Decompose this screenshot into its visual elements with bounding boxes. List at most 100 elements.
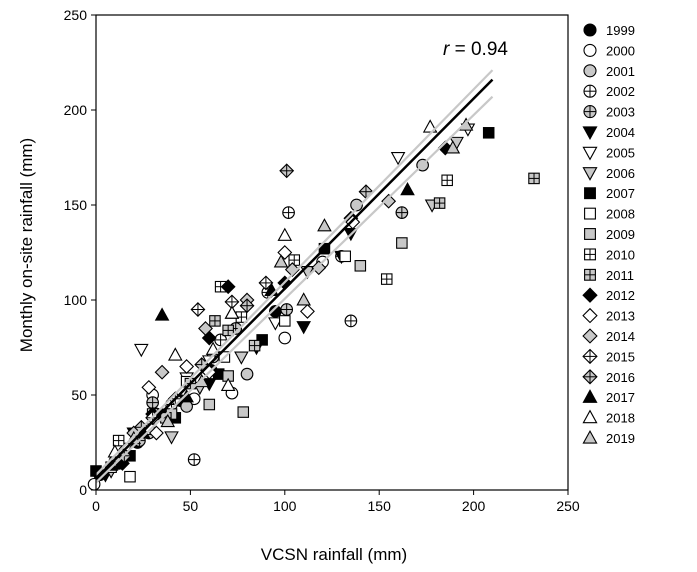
correlation-value: = 0.94	[449, 39, 508, 60]
data-point	[134, 343, 149, 358]
marker-shape	[240, 367, 254, 381]
marker-shape	[311, 260, 327, 276]
legend-marker	[582, 287, 598, 303]
legend-item-2014: 2014	[582, 328, 635, 344]
data-point	[311, 260, 327, 276]
data-point	[344, 314, 358, 328]
marker-shape	[582, 409, 598, 424]
marker-shape	[268, 317, 283, 331]
data-point	[237, 406, 250, 418]
data-point	[239, 298, 255, 314]
data-point	[279, 315, 291, 327]
data-point	[141, 379, 157, 395]
marker-shape	[220, 279, 236, 295]
x-tick-label: 0	[92, 498, 100, 514]
legend-marker	[582, 429, 598, 444]
legend-item-2010: 2010	[584, 247, 635, 262]
legend-marker	[583, 105, 597, 119]
data-point	[278, 331, 292, 345]
legend-marker	[583, 43, 597, 57]
data-point	[300, 303, 315, 319]
legend-label: 2000	[606, 43, 635, 58]
data-point	[345, 214, 361, 230]
legend-label: 2005	[606, 145, 635, 160]
data-point	[380, 273, 393, 285]
legend-label: 1999	[606, 23, 635, 38]
data-point	[224, 305, 240, 319]
marker-shape	[345, 214, 361, 230]
legend-item-2007: 2007	[584, 186, 635, 201]
data-point	[339, 250, 351, 263]
data-point	[381, 193, 397, 209]
marker-shape	[278, 331, 292, 345]
data-point	[277, 227, 293, 241]
legend-label: 2003	[606, 105, 635, 120]
legend-marker	[584, 228, 596, 240]
marker-shape	[584, 228, 596, 240]
legend-label: 2015	[606, 349, 635, 364]
data-point	[258, 275, 274, 291]
legend-label: 2008	[606, 207, 635, 222]
x-tick-label: 50	[183, 498, 199, 514]
data-point	[445, 140, 461, 154]
marker-shape	[134, 343, 149, 358]
legend-item-1999: 1999	[583, 23, 635, 38]
legend-marker	[582, 328, 598, 344]
confidence-band-lower	[95, 95, 494, 484]
legend-item-2018: 2018	[582, 409, 635, 426]
marker-shape	[198, 321, 213, 336]
y-axis-title: Monthly on-site rainfall (mm)	[17, 138, 36, 352]
y-tick-label: 50	[71, 387, 87, 403]
legend-item-2006: 2006	[582, 166, 635, 181]
confidence-band-upper	[95, 69, 494, 476]
marker-shape	[141, 379, 157, 395]
data-point	[433, 197, 446, 209]
legend-label: 2010	[606, 247, 635, 262]
data-point	[396, 237, 408, 249]
legend-marker	[582, 389, 598, 403]
legend-label: 2009	[606, 227, 635, 242]
marker-shape	[396, 237, 408, 249]
marker-shape	[582, 287, 598, 303]
legend-label: 2004	[606, 125, 635, 140]
data-point	[280, 303, 294, 316]
data-point	[273, 254, 289, 268]
marker-shape	[445, 140, 461, 154]
marker-shape	[584, 187, 596, 200]
legend-label: 2013	[606, 309, 635, 324]
data-point	[203, 398, 216, 411]
data-point	[482, 127, 495, 139]
data-point	[248, 339, 261, 352]
marker-shape	[224, 305, 240, 319]
data-point	[154, 364, 170, 380]
data-point	[160, 413, 176, 428]
data-point	[222, 324, 234, 337]
axes: 0 50 100 150 200 250 0 50 100 150 200 250	[64, 7, 580, 514]
legend-marker	[582, 167, 598, 181]
marker-shape	[277, 227, 293, 241]
data-point	[528, 172, 540, 185]
series-2019	[126, 117, 474, 445]
plot-frame	[95, 14, 569, 491]
legend-item-2002: 2002	[583, 84, 635, 99]
legend-label: 2019	[606, 431, 635, 446]
plot-area	[87, 69, 540, 491]
series-2011	[160, 172, 540, 424]
series-2013	[141, 214, 361, 441]
marker-shape	[390, 152, 406, 166]
legend-label: 2007	[606, 186, 635, 201]
data-point	[190, 302, 206, 317]
marker-shape	[400, 181, 415, 196]
marker-shape	[179, 359, 195, 374]
legend-item-2015: 2015	[582, 348, 635, 364]
data-point	[148, 425, 164, 441]
x-tick-label: 100	[273, 498, 297, 514]
data-point	[164, 431, 179, 445]
data-point	[124, 470, 136, 483]
data-point	[220, 377, 236, 391]
x-axis-title: VCSN rainfall (mm)	[261, 545, 407, 564]
data-point	[400, 181, 415, 196]
legend-marker	[582, 369, 598, 385]
data-point	[187, 453, 201, 466]
